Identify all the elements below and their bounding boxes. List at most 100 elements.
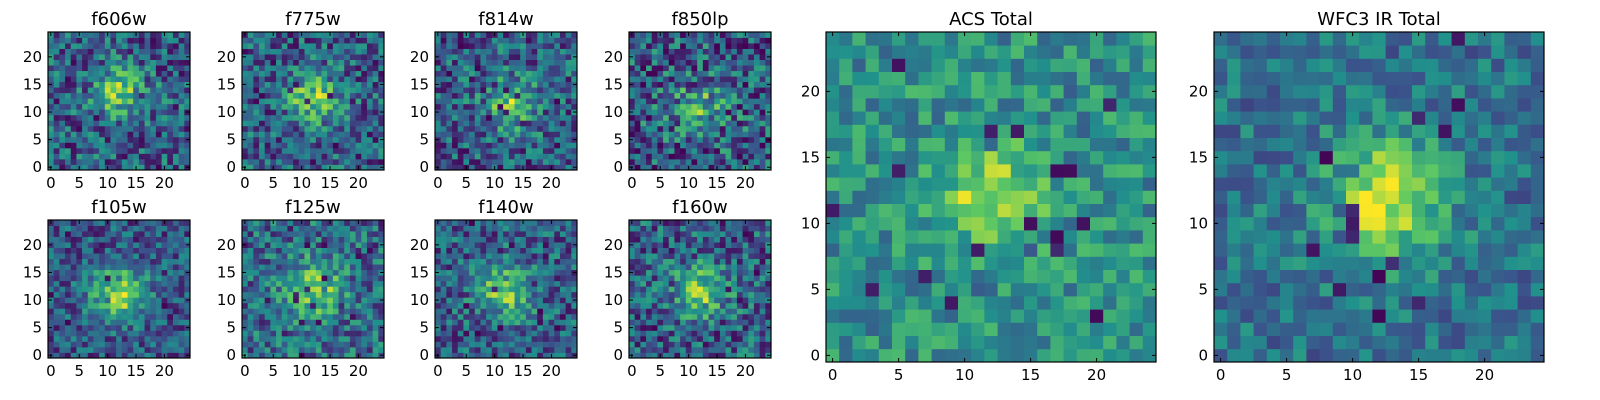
- heatmap-cell: [457, 341, 464, 348]
- heatmap-cell: [571, 308, 578, 315]
- heatmap-cell: [93, 98, 100, 105]
- heatmap-cell: [651, 98, 658, 105]
- heatmap-cell: [497, 341, 504, 348]
- heatmap-cell: [691, 65, 698, 72]
- heatmap-cell: [349, 291, 356, 298]
- heatmap-cell: [378, 98, 385, 105]
- heatmap-cell: [76, 341, 83, 348]
- heatmap-cell: [440, 147, 447, 154]
- heatmap-cell: [571, 247, 578, 254]
- heatmap-cell: [548, 153, 555, 160]
- heatmap-cell: [110, 32, 117, 38]
- heatmap-cell: [76, 319, 83, 326]
- heatmap-cell: [372, 98, 379, 105]
- heatmap-cell: [298, 109, 305, 116]
- heatmap-cell: [99, 280, 106, 287]
- heatmap-cell: [361, 142, 368, 149]
- heatmap-cell: [110, 59, 117, 66]
- heatmap-cell: [525, 302, 532, 309]
- heatmap-cell: [144, 125, 151, 132]
- heatmap-cell: [537, 147, 544, 154]
- heatmap-cell: [127, 92, 134, 99]
- heatmap-cell: [759, 65, 766, 72]
- heatmap-cell: [327, 59, 334, 66]
- heatmap-cell: [310, 70, 317, 77]
- heatmap-cell: [321, 114, 328, 121]
- heatmap-cell: [571, 59, 578, 66]
- heatmap-cell: [640, 158, 647, 165]
- heatmap-cell: [514, 220, 521, 226]
- heatmap-cell: [315, 164, 322, 171]
- heatmap-cell: [144, 109, 151, 116]
- heatmap-cell: [463, 81, 470, 88]
- heatmap-cell: [133, 297, 140, 304]
- heatmap-cell: [270, 308, 277, 315]
- y-tick-label: 5: [226, 319, 236, 337]
- heatmap-cell: [531, 264, 538, 271]
- heatmap-cell: [82, 236, 89, 243]
- heatmap-cell: [725, 335, 732, 342]
- heatmap-cell: [366, 225, 374, 232]
- heatmap-cell: [332, 297, 339, 304]
- heatmap-cell: [474, 120, 481, 127]
- heatmap-cell: [759, 125, 766, 132]
- heatmap-cell: [731, 125, 738, 132]
- heatmap-cell: [87, 59, 94, 66]
- heatmap-cell: [685, 324, 692, 331]
- heatmap-cell: [104, 37, 111, 44]
- heatmap-cell: [497, 136, 504, 143]
- heatmap-cell: [440, 87, 447, 94]
- heatmap-cell: [714, 319, 721, 326]
- heatmap-cell: [93, 54, 100, 60]
- heatmap-cell: [167, 103, 174, 110]
- heatmap-cell: [99, 308, 106, 315]
- panel-title: f140w: [478, 197, 533, 218]
- heatmap-cell: [355, 269, 362, 276]
- heatmap-cell: [87, 313, 94, 320]
- heatmap-cell: [497, 153, 504, 160]
- heatmap-cell: [338, 76, 345, 83]
- heatmap-cell: [691, 131, 698, 138]
- heatmap-cell: [361, 120, 368, 127]
- heatmap-cell: [321, 258, 328, 265]
- heatmap-cell: [315, 352, 322, 359]
- heatmap-cell: [276, 253, 283, 260]
- heatmap-cell: [680, 346, 687, 353]
- heatmap-cell: [304, 114, 311, 121]
- heatmap-cell: [76, 253, 83, 260]
- heatmap-cell: [150, 225, 157, 232]
- heatmap-cell: [332, 330, 339, 337]
- heatmap-cell: [714, 158, 721, 165]
- heatmap-cell: [548, 120, 555, 127]
- heatmap-cell: [537, 280, 544, 287]
- heatmap-cell: [270, 125, 277, 132]
- heatmap-cell: [691, 59, 698, 66]
- heatmap-cell: [287, 125, 294, 132]
- heatmap-cell: [361, 65, 368, 72]
- heatmap-cell: [121, 76, 128, 83]
- heatmap-cell: [366, 48, 374, 55]
- y-tick-label: 5: [226, 131, 236, 149]
- heatmap-cell: [293, 352, 300, 359]
- heatmap-cell: [725, 346, 732, 353]
- heatmap-cell: [287, 225, 294, 232]
- heatmap-cell: [697, 280, 704, 287]
- heatmap-cell: [155, 319, 162, 326]
- heatmap-cell: [144, 335, 151, 342]
- heatmap-cell: [435, 247, 442, 254]
- heatmap-cell: [110, 258, 117, 265]
- heatmap-cell: [332, 136, 339, 143]
- heatmap-cell: [82, 297, 89, 304]
- heatmap-cell: [759, 131, 766, 138]
- heatmap-cell: [486, 48, 493, 55]
- heatmap-cell: [742, 54, 749, 60]
- heatmap-cell: [167, 48, 174, 55]
- heatmap-cell: [298, 330, 305, 337]
- heatmap-cell: [697, 54, 704, 60]
- heatmap-cell: [559, 120, 567, 127]
- heatmap-cell: [276, 48, 283, 55]
- heatmap-cell: [321, 37, 328, 44]
- heatmap-cell: [372, 236, 379, 243]
- heatmap-cell: [548, 242, 555, 248]
- heatmap-cell: [82, 142, 89, 149]
